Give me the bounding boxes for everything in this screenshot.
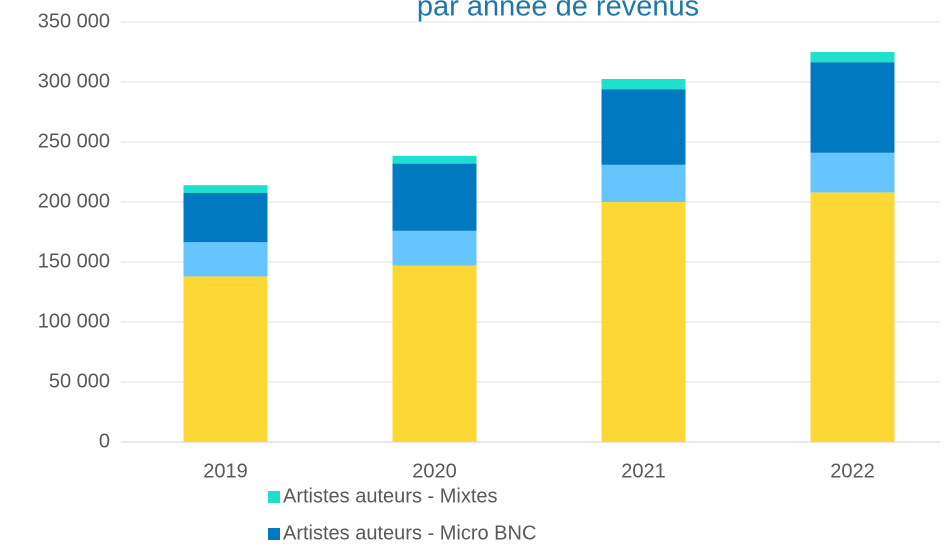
y-tick-label: 350 000 xyxy=(38,10,110,32)
y-tick-label: 200 000 xyxy=(38,190,110,212)
bar-segment xyxy=(183,193,268,243)
x-tick-label: 2019 xyxy=(203,460,248,482)
bar-segment xyxy=(601,79,686,90)
bar-segment xyxy=(810,52,895,63)
bar-segment xyxy=(183,276,268,442)
y-tick-label: 300 000 xyxy=(38,70,110,92)
bar-segment xyxy=(601,202,686,442)
bar-segment xyxy=(392,163,477,231)
bar-segment xyxy=(601,89,686,165)
x-tick-label: 2020 xyxy=(412,460,457,482)
legend-swatch xyxy=(268,528,280,540)
legend-label: Artistes auteurs - Micro BNC xyxy=(283,522,536,544)
bar-segment xyxy=(810,192,895,442)
bar-segment xyxy=(183,242,268,277)
legend-label: Artistes auteurs - Mixtes xyxy=(283,485,498,507)
bar-segment xyxy=(392,265,477,442)
bar-segment xyxy=(392,155,477,164)
y-tick-label: 0 xyxy=(99,430,110,452)
bar-segment xyxy=(392,230,477,266)
y-tick-label: 50 000 xyxy=(49,370,110,392)
bar-segment xyxy=(601,164,686,202)
y-tick-label: 250 000 xyxy=(38,130,110,152)
x-tick-label: 2022 xyxy=(830,460,875,482)
legend-swatch xyxy=(268,491,280,503)
bar-segment xyxy=(810,152,895,193)
y-tick-label: 150 000 xyxy=(38,250,110,272)
bar-segment xyxy=(810,62,895,153)
bar-segment xyxy=(183,185,268,193)
x-tick-label: 2021 xyxy=(621,460,666,482)
chart-title: par année de revenus xyxy=(417,0,699,23)
y-tick-label: 100 000 xyxy=(38,310,110,332)
